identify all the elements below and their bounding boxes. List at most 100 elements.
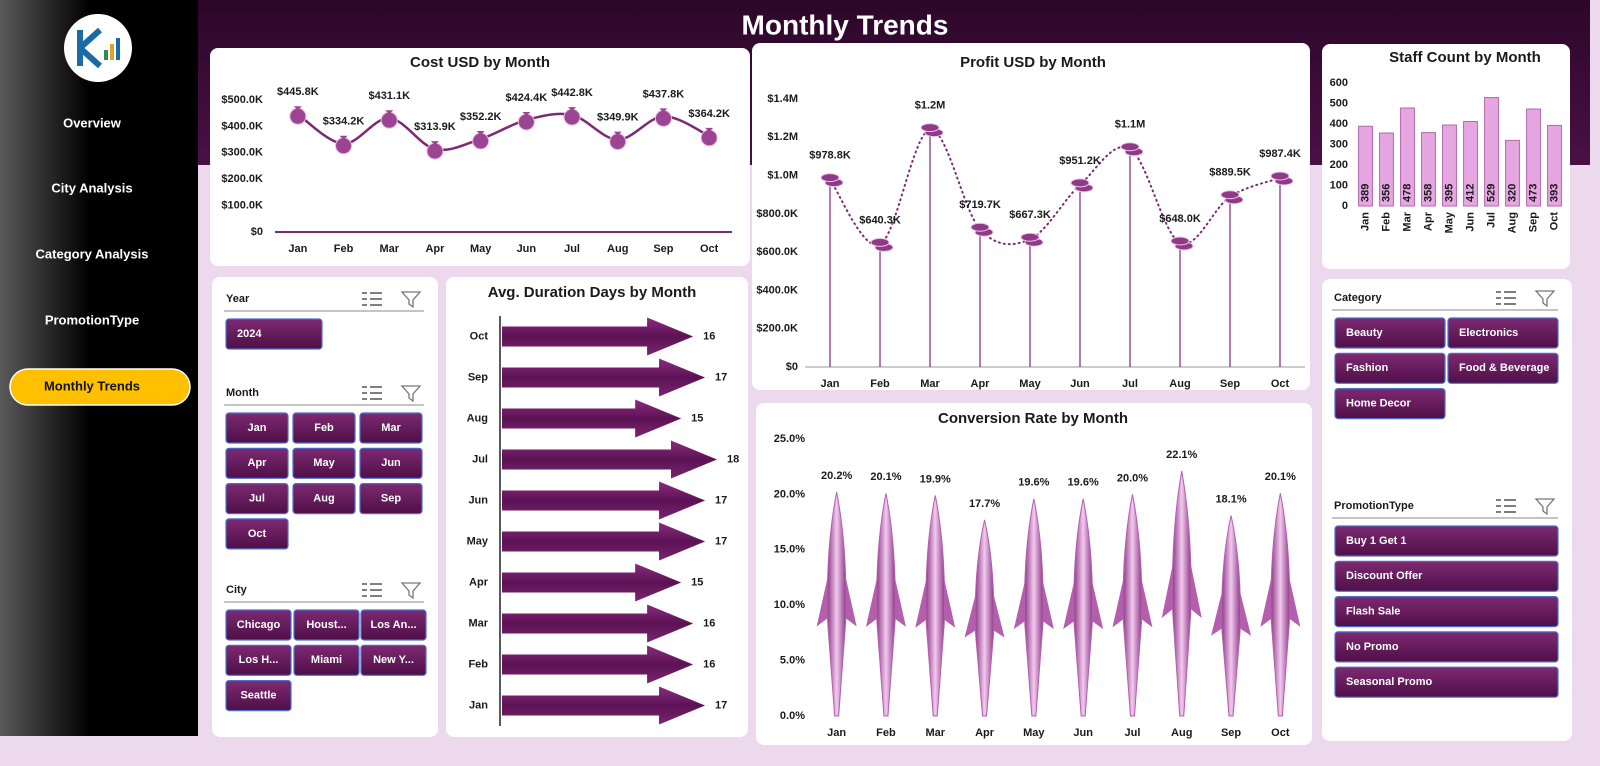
slicer-button[interactable] <box>1334 525 1559 557</box>
x-tick-label: Feb <box>1380 212 1392 232</box>
nav-item[interactable]: Category Analysis <box>36 246 149 261</box>
rocket-fins <box>1013 577 1054 630</box>
slicer-item[interactable]: Discount Offer <box>1346 570 1423 582</box>
x-tick-label: Feb <box>876 727 896 739</box>
slicer-item[interactable]: Aug <box>313 493 334 505</box>
slicer-item[interactable]: Seattle <box>240 690 276 702</box>
slicer-item[interactable]: New Y... <box>373 654 414 666</box>
slicer-item[interactable]: Jun <box>381 457 401 469</box>
slicer-title: PromotionType <box>1334 500 1414 512</box>
slicer-item[interactable]: Houst... <box>306 619 346 631</box>
slicer-button[interactable] <box>225 318 323 350</box>
y-tick-label: $300.0K <box>221 147 263 159</box>
coin-marker <box>1120 142 1140 152</box>
slicer-button[interactable] <box>360 609 427 641</box>
data-label: 473 <box>1527 184 1539 202</box>
data-label: 22.1% <box>1166 449 1197 461</box>
slicer-button[interactable] <box>1334 560 1559 592</box>
slicer-button[interactable] <box>1334 595 1559 628</box>
clear-filter-icon[interactable] <box>1534 290 1556 308</box>
slicer-item[interactable]: Buy 1 Get 1 <box>1346 535 1407 547</box>
slicer-item[interactable]: Electronics <box>1459 327 1518 339</box>
slicer-button[interactable] <box>360 644 427 676</box>
slicer-button[interactable] <box>225 412 289 444</box>
arrow-bar <box>502 604 694 643</box>
x-tick-label: Jun <box>517 243 537 255</box>
slicer-item[interactable]: Jul <box>249 493 265 505</box>
rocket <box>826 492 847 717</box>
slicer-item[interactable]: Oct <box>248 528 267 540</box>
slicer-button[interactable] <box>1334 317 1446 349</box>
slicer-item[interactable]: Home Decor <box>1346 398 1412 410</box>
slicer-item[interactable]: Flash Sale <box>1346 606 1400 618</box>
slicer-item[interactable]: May <box>313 457 335 469</box>
nav-item[interactable]: Overview <box>63 115 122 130</box>
data-label: $352.2K <box>460 111 502 123</box>
nav-item[interactable]: PromotionType <box>45 312 139 327</box>
slicer-item[interactable]: Feb <box>314 422 334 434</box>
slicer-item[interactable]: Fashion <box>1346 362 1388 374</box>
data-label: $364.2K <box>688 108 730 120</box>
data-label: 395 <box>1443 184 1455 202</box>
bar <box>1505 139 1520 207</box>
slicer-button[interactable] <box>293 609 360 641</box>
multi-select-icon[interactable] <box>362 583 382 597</box>
data-label: $978.8K <box>809 150 851 162</box>
y-tick-label: $0 <box>786 361 798 373</box>
multi-select-icon[interactable] <box>1496 291 1516 305</box>
clear-filter-icon[interactable] <box>1534 498 1556 516</box>
slicer-item[interactable]: Jan <box>248 422 267 434</box>
slicer-button[interactable] <box>225 609 292 641</box>
clear-filter-icon[interactable] <box>400 291 422 309</box>
slicer-item[interactable]: Chicago <box>237 619 281 631</box>
slicer-button[interactable] <box>359 412 423 444</box>
slicer-button[interactable] <box>1334 352 1446 384</box>
slicer-item[interactable]: Seasonal Promo <box>1346 676 1432 688</box>
slicer-button[interactable] <box>1447 352 1559 384</box>
bag-top <box>568 107 577 112</box>
slicer-button[interactable] <box>1334 388 1446 420</box>
y-tick-label: $0 <box>251 226 263 238</box>
data-label: $640.3K <box>859 214 901 226</box>
slicer-button[interactable] <box>292 412 356 444</box>
slicer-button[interactable] <box>225 518 289 550</box>
bar <box>1421 132 1436 207</box>
multi-select-icon[interactable] <box>362 292 382 306</box>
slicer-item[interactable]: 2024 <box>237 328 262 340</box>
nav-item[interactable]: Monthly Trends <box>44 378 140 393</box>
clear-filter-icon[interactable] <box>400 385 422 403</box>
slicer-button[interactable] <box>359 447 423 479</box>
y-tick-label: $1.4M <box>767 93 798 105</box>
slicer-button[interactable] <box>225 679 292 712</box>
data-label: 412 <box>1464 184 1476 202</box>
slicer-button[interactable] <box>1447 317 1559 349</box>
slicer-item[interactable]: Mar <box>381 422 401 434</box>
slicer-item[interactable]: Miami <box>311 654 342 666</box>
data-label: 16 <box>703 617 715 629</box>
clear-filter-icon[interactable] <box>400 582 422 600</box>
data-label: $424.4K <box>506 92 548 104</box>
slicer-item[interactable]: Beauty <box>1346 327 1384 339</box>
rocket-fins <box>1260 573 1301 627</box>
multi-select-icon[interactable] <box>1496 499 1516 513</box>
slicer-button[interactable] <box>225 447 289 479</box>
slicer-item[interactable]: Los H... <box>239 654 279 666</box>
logo-bar <box>104 50 108 60</box>
slicer-button[interactable] <box>359 483 423 515</box>
slicer-button[interactable] <box>292 483 356 515</box>
slicer-button[interactable] <box>292 447 356 479</box>
slicer-item[interactable]: Los An... <box>370 619 416 631</box>
slicer-item[interactable]: Apr <box>248 457 268 469</box>
rocket <box>1171 471 1192 717</box>
slicer-button[interactable] <box>225 483 289 515</box>
slicer-button[interactable] <box>293 644 360 676</box>
slicer-item[interactable]: Food & Beverage <box>1459 362 1549 374</box>
slicer-button[interactable] <box>1334 631 1559 663</box>
y-tick-label: 100 <box>1330 179 1348 191</box>
multi-select-icon[interactable] <box>362 386 382 400</box>
slicer-button[interactable] <box>1334 666 1559 698</box>
slicer-item[interactable]: No Promo <box>1346 641 1399 653</box>
slicer-button[interactable] <box>225 644 292 676</box>
slicer-item[interactable]: Sep <box>381 493 401 505</box>
nav-item[interactable]: City Analysis <box>51 180 132 195</box>
